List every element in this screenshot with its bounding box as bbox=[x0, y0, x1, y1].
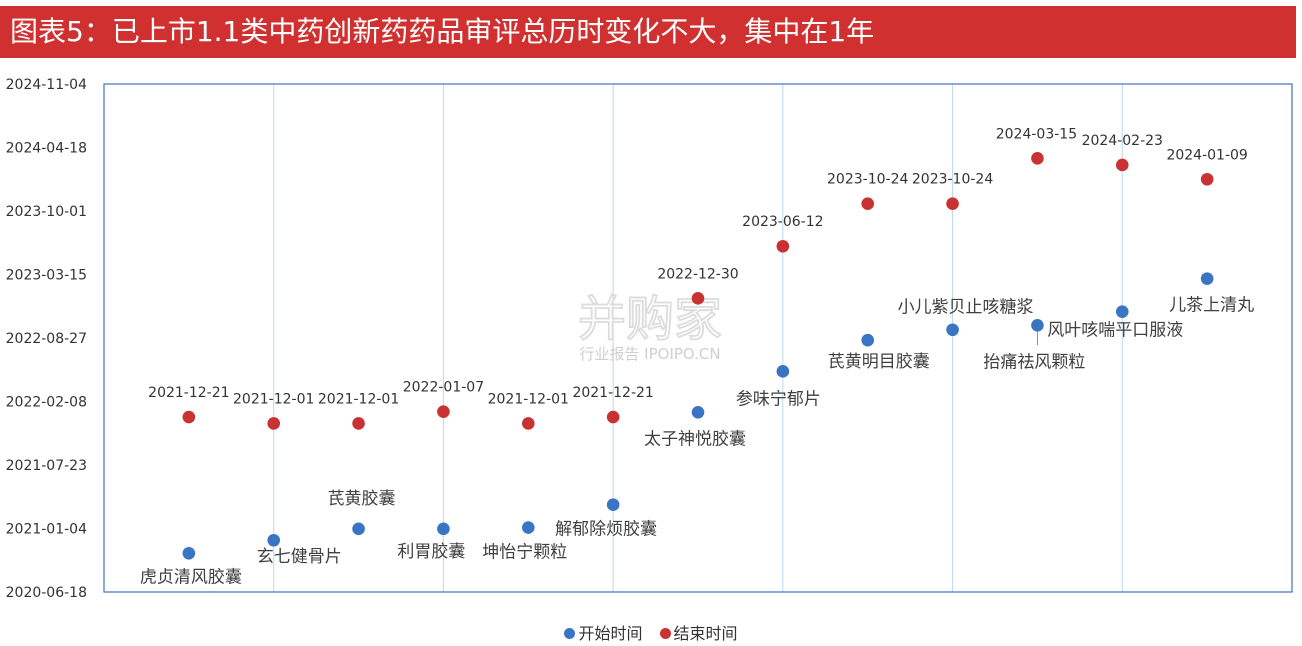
end-point-label: 2024-01-09 bbox=[1166, 147, 1247, 163]
end-point-label: 2022-12-30 bbox=[657, 266, 738, 282]
end-point-label: 2021-12-21 bbox=[148, 385, 229, 401]
y-tick-label: 2023-10-01 bbox=[6, 204, 87, 220]
start-point-label: 利胃胶囊 bbox=[397, 542, 465, 562]
end-point bbox=[1031, 151, 1044, 165]
start-point bbox=[521, 521, 535, 534]
y-tick-label: 2020-06-18 bbox=[6, 585, 87, 601]
start-point-label: 坤怡宁颗粒 bbox=[482, 543, 567, 563]
chart-title: 图表5：已上市1.1类中药创新药药品审评总历时变化不大，集中在1年 bbox=[10, 15, 875, 48]
end-point bbox=[606, 410, 620, 424]
y-tick-label: 2023-03-15 bbox=[6, 268, 87, 284]
legend-start-marker bbox=[564, 628, 576, 639]
chart-title-banner: 图表5：已上市1.1类中药创新药药品审评总历时变化不大，集中在1年 bbox=[0, 6, 1296, 58]
start-point bbox=[776, 365, 790, 378]
legend-end-label: 结束时间 bbox=[673, 624, 738, 643]
start-point bbox=[1115, 305, 1129, 318]
end-point bbox=[521, 417, 535, 430]
end-point bbox=[776, 239, 790, 253]
start-point bbox=[437, 522, 450, 536]
start-point-label: 风叶咳喘平口服液 bbox=[1047, 321, 1183, 341]
end-point bbox=[1115, 158, 1129, 172]
start-point-label: 芪黄胶囊 bbox=[328, 489, 396, 509]
legend-start-label: 开始时间 bbox=[578, 624, 643, 643]
y-tick-label: 2024-04-18 bbox=[6, 141, 87, 157]
start-point-label: 儿茶上清丸 bbox=[1169, 296, 1254, 316]
end-point bbox=[861, 197, 875, 210]
end-point bbox=[946, 197, 959, 210]
end-point bbox=[352, 417, 365, 430]
start-point-label: 参味宁郁片 bbox=[736, 389, 821, 409]
start-point bbox=[606, 498, 620, 511]
legend-item-end: 结束时间 bbox=[659, 620, 738, 644]
start-point bbox=[946, 323, 959, 337]
start-point bbox=[691, 405, 705, 419]
end-point-label: 2022-01-07 bbox=[403, 380, 484, 396]
start-point-label: 虎贞清风胶囊 bbox=[140, 567, 242, 587]
y-tick-label: 2021-01-04 bbox=[6, 522, 87, 538]
start-point bbox=[352, 522, 365, 536]
end-point-label: 2024-03-15 bbox=[996, 126, 1077, 142]
end-point bbox=[1200, 172, 1214, 186]
legend: 开始时间 结束时间 bbox=[0, 620, 1302, 644]
end-point bbox=[691, 292, 705, 305]
end-point-label: 2024-02-23 bbox=[1082, 133, 1163, 149]
start-point-label: 太子神悦胶囊 bbox=[644, 429, 746, 449]
start-point-label: 玄七健骨片 bbox=[257, 547, 342, 567]
end-point bbox=[267, 417, 281, 430]
y-tick-labels: 2020-06-18 2021-01-04 2021-07-23 2022-02-08… bbox=[6, 77, 87, 601]
legend-end-marker bbox=[659, 628, 671, 639]
end-point-label: 2021-12-01 bbox=[233, 391, 314, 407]
plot-area-border bbox=[103, 83, 1293, 593]
legend-item-start: 开始时间 bbox=[564, 620, 642, 644]
start-point-label: 小儿紫贝止咳糖浆 bbox=[898, 298, 1034, 318]
y-tick-label: 2022-08-27 bbox=[6, 331, 87, 347]
start-point-label: 解郁除烦胶囊 bbox=[555, 520, 657, 540]
y-tick-label: 2022-02-08 bbox=[6, 395, 87, 411]
start-point-label: 芪黄明目胶囊 bbox=[828, 352, 930, 372]
start-point bbox=[267, 533, 281, 547]
start-point-label: 抬痛祛风颗粒 bbox=[983, 352, 1085, 372]
end-point-label: 2023-10-24 bbox=[827, 172, 908, 188]
start-point bbox=[182, 546, 196, 560]
watermark-sub: 行业报告 IPOIPO.CN bbox=[579, 345, 720, 363]
y-tick-label: 2021-07-23 bbox=[6, 458, 87, 474]
start-point bbox=[1031, 319, 1044, 332]
start-point bbox=[861, 333, 875, 347]
end-point-label: 2023-06-12 bbox=[742, 214, 823, 230]
end-point bbox=[437, 405, 450, 418]
end-point-label: 2021-12-01 bbox=[318, 391, 399, 407]
end-point-label: 2021-12-21 bbox=[572, 385, 653, 401]
end-point-label: 2023-10-24 bbox=[912, 172, 993, 188]
y-tick-label: 2024-11-04 bbox=[6, 77, 87, 93]
data-points bbox=[182, 151, 1214, 560]
end-point bbox=[182, 410, 196, 424]
end-point-label: 2021-12-01 bbox=[488, 391, 569, 407]
start-point bbox=[1200, 272, 1214, 285]
